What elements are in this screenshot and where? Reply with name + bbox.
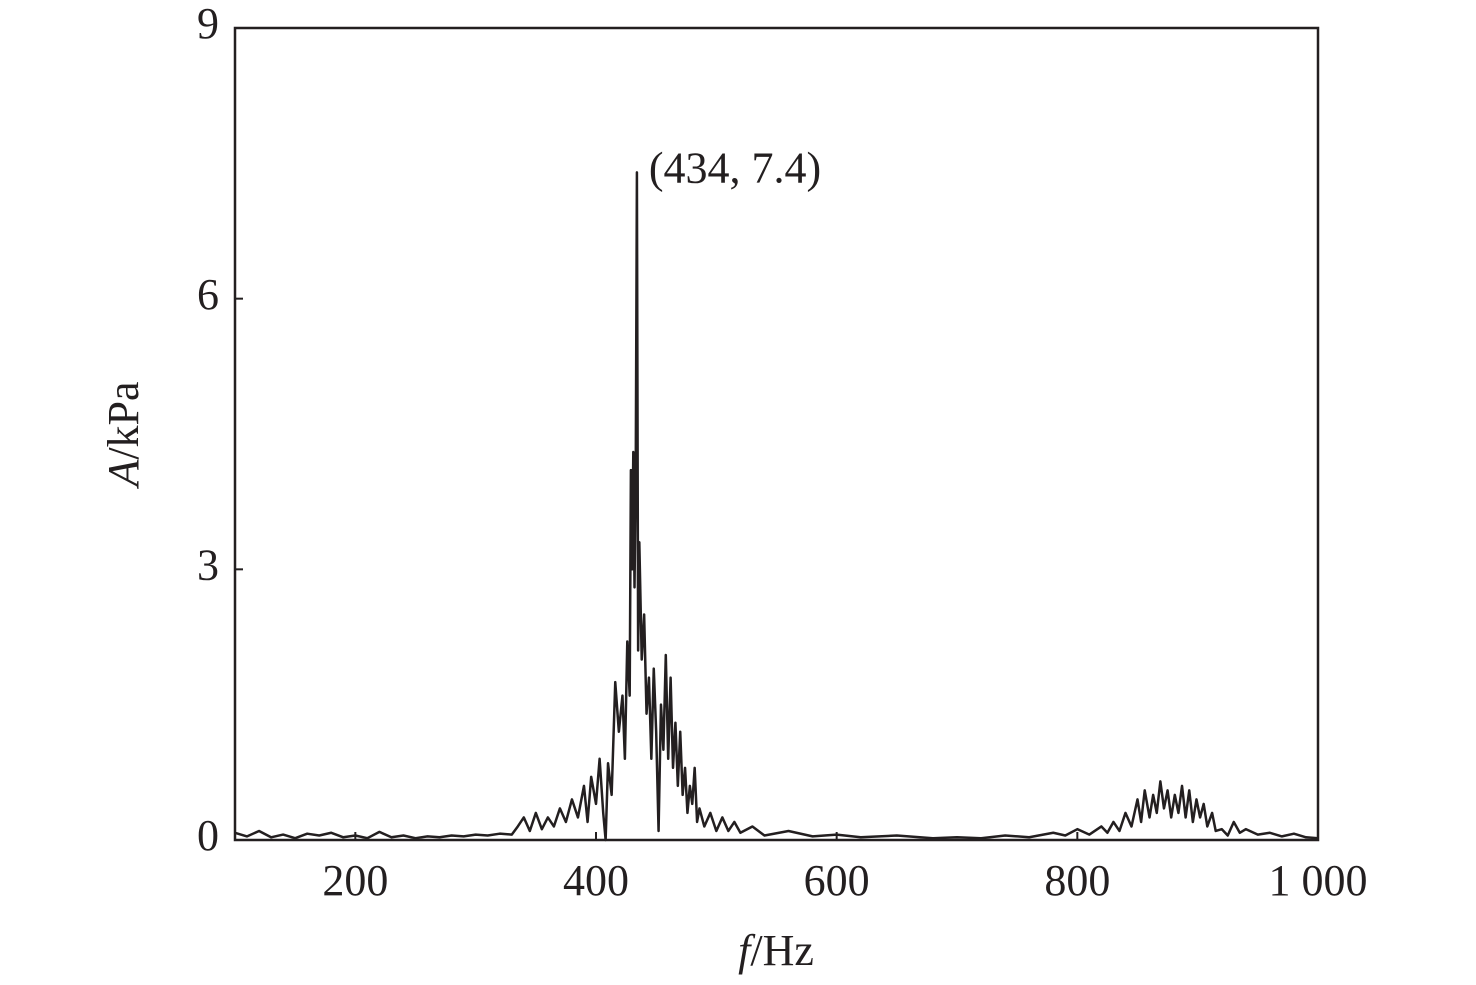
x-tick-label: 800 bbox=[1044, 856, 1110, 905]
y-tick-label: 6 bbox=[197, 270, 219, 319]
x-tick-label: 400 bbox=[563, 856, 629, 905]
peak-annotation: (434, 7.4) bbox=[649, 143, 821, 192]
spectrum-line bbox=[234, 171, 1319, 842]
plot-frame bbox=[233, 26, 1320, 842]
y-axis-label: A/kPa bbox=[99, 381, 148, 489]
y-tick-label: 3 bbox=[197, 540, 219, 589]
x-axis-label: f/Hz bbox=[738, 926, 814, 975]
x-tick-label: 600 bbox=[804, 856, 870, 905]
y-tick-label: 9 bbox=[197, 0, 219, 48]
y-tick-label: 0 bbox=[197, 811, 219, 860]
x-tick-label: 1 000 bbox=[1269, 856, 1368, 905]
x-tick-label: 200 bbox=[322, 856, 388, 905]
